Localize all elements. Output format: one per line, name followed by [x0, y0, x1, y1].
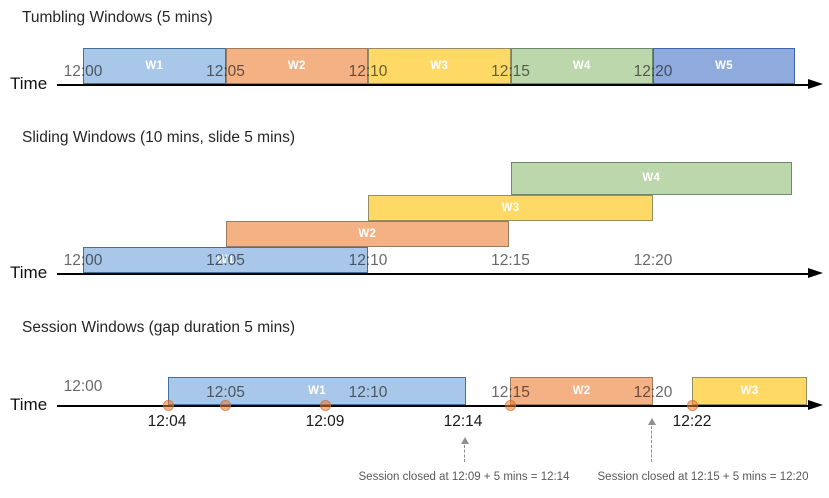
session-event-dot-3 — [319, 400, 331, 412]
sliding-tick-12-00: 12:00 — [63, 251, 103, 269]
tumbling-window-w3: W3 — [368, 47, 511, 84]
session-tick-12-05: 12:05 — [206, 383, 245, 401]
session-event-time-12-04: 12:04 — [147, 412, 187, 430]
session-event-time-12-22: 12:22 — [672, 412, 712, 430]
sliding-tick-12-15: 12:15 — [491, 251, 530, 269]
tumbling-window-label-w1: W1 — [145, 59, 164, 72]
session-window-w1: W1 — [168, 376, 466, 405]
session-closed-annotation-2: Session closed at 12:15 + 5 mins = 12:20 — [597, 471, 809, 483]
session-closed-annotation-1: Session closed at 12:09 + 5 mins = 12:14 — [358, 471, 570, 483]
tumbling-window-label-w2: W2 — [287, 59, 306, 72]
tumbling-tick-12-00: 12:00 — [63, 62, 103, 80]
session-callout-dashed-line-2 — [651, 426, 653, 462]
sliding-window-w3: W3 — [368, 194, 653, 221]
tumbling-window-w2: W2 — [225, 47, 368, 84]
tumbling-timeline-arrowhead-icon — [808, 79, 823, 90]
time-axis-label-tumbling: Time — [10, 73, 48, 93]
session-event-time-12-09: 12:09 — [305, 412, 345, 430]
session-window-label-w2: W2 — [572, 384, 591, 397]
tumbling-window-label-w5: W5 — [715, 59, 733, 72]
session-event-dot-1 — [162, 400, 174, 412]
tumbling-window-w1: W1 — [83, 47, 226, 84]
session-window-label-w1: W1 — [308, 384, 326, 397]
session-tick-12-15: 12:15 — [491, 383, 530, 401]
session-callout-arrowhead-icon-1 — [460, 437, 469, 444]
sliding-timeline-arrowhead-icon — [808, 268, 823, 279]
sliding-timeline — [57, 272, 809, 276]
session-callout-dashed-line-1 — [463, 445, 465, 462]
session-callout-arrowhead-icon-2 — [648, 418, 656, 425]
tumbling-window-w5: W5 — [653, 47, 795, 84]
sliding-window-label-w3: W3 — [501, 201, 520, 214]
session-timeline-arrowhead-icon — [808, 400, 823, 411]
sliding-window-w4: W4 — [510, 162, 792, 195]
section-title-tumbling: Tumbling Windows (5 mins) — [22, 9, 213, 26]
sliding-window-label-w4: W4 — [642, 172, 661, 185]
session-event-dot-5 — [686, 400, 698, 412]
session-tick-12-10: 12:10 — [348, 383, 388, 401]
session-window-w3: W3 — [692, 376, 807, 405]
time-axis-label-session: Time — [10, 394, 48, 414]
sliding-window-label-w1: W1 — [216, 253, 235, 266]
session-tick-12-00: 12:00 — [63, 377, 103, 395]
tumbling-tick-12-20: 12:20 — [633, 62, 673, 80]
sliding-tick-12-20: 12:20 — [633, 251, 673, 269]
tumbling-window-w4: W4 — [510, 47, 653, 84]
tumbling-tick-12-15: 12:15 — [491, 62, 530, 80]
sliding-window-label-w2: W2 — [358, 227, 377, 240]
time-axis-label-sliding: Time — [10, 262, 48, 282]
tumbling-timeline — [57, 83, 809, 87]
session-window-w2: W2 — [510, 376, 653, 405]
section-title-session: Session Windows (gap duration 5 mins) — [22, 319, 296, 336]
sliding-window-w1: W1 — [83, 246, 368, 273]
tumbling-window-label-w3: W3 — [430, 59, 449, 72]
session-event-dot-2 — [220, 400, 231, 412]
sliding-window-w2: W2 — [225, 220, 509, 247]
tumbling-tick-12-05: 12:05 — [206, 62, 245, 80]
tumbling-window-label-w4: W4 — [572, 59, 591, 72]
session-event-dot-4 — [504, 400, 516, 412]
section-title-sliding: Sliding Windows (10 mins, slide 5 mins) — [22, 129, 296, 146]
tumbling-tick-12-10: 12:10 — [348, 62, 388, 80]
sliding-tick-12-10: 12:10 — [348, 251, 388, 269]
session-event-time-12-14: 12:14 — [443, 412, 483, 430]
session-window-label-w3: W3 — [740, 384, 759, 397]
sliding-tick-12-05: 12:05 — [206, 251, 245, 269]
session-tick-12-20: 12:20 — [633, 383, 673, 401]
session-timeline — [57, 404, 809, 408]
